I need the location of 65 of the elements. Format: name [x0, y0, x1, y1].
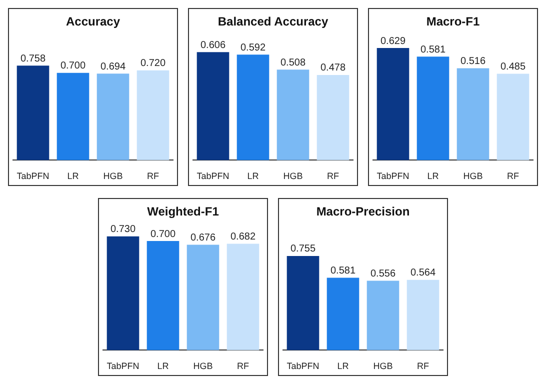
x-tick-label: RF	[507, 171, 520, 182]
data-label: 0.478	[320, 62, 346, 74]
bar	[136, 70, 170, 160]
x-tick-label: HGB	[373, 361, 393, 372]
x-tick-label: RF	[327, 171, 340, 182]
data-label: 0.564	[410, 268, 436, 279]
bar	[366, 280, 400, 350]
bar	[326, 278, 360, 350]
chart-title: Macro-Precision	[316, 204, 410, 219]
bar	[316, 74, 350, 160]
x-tick-label: LR	[427, 171, 440, 182]
x-tick-label: HGB	[193, 361, 213, 372]
chart-title: Macro-F1	[426, 14, 480, 29]
data-label: 0.556	[370, 268, 396, 280]
data-label: 0.682	[230, 232, 256, 243]
data-label: 0.730	[110, 224, 136, 236]
x-tick-label: RF	[417, 361, 430, 372]
x-tick-label: LR	[67, 171, 80, 182]
bar	[186, 244, 220, 350]
bar	[456, 68, 490, 160]
bar	[376, 48, 410, 160]
bar	[236, 54, 270, 160]
data-label: 0.508	[280, 57, 306, 68]
chart-title: Balanced Accuracy	[218, 14, 328, 29]
x-tick-label: TabPFN	[376, 171, 410, 182]
bar	[286, 256, 320, 350]
data-label: 0.755	[290, 244, 316, 255]
data-label: 0.516	[460, 56, 486, 67]
data-label: 0.676	[190, 232, 216, 244]
x-tick-label: TabPFN	[286, 361, 320, 372]
data-label: 0.581	[420, 44, 446, 56]
bar	[16, 66, 50, 160]
x-tick-label: TabPFN	[196, 171, 230, 182]
data-label: 0.485	[500, 61, 526, 72]
bar	[416, 56, 450, 160]
data-label: 0.606	[200, 40, 226, 51]
x-tick-label: HGB	[463, 171, 483, 182]
bar	[276, 70, 310, 160]
bar	[106, 236, 140, 350]
x-tick-label: HGB	[283, 171, 303, 182]
data-label: 0.758	[20, 53, 46, 64]
bar	[406, 280, 440, 350]
x-tick-label: LR	[337, 361, 350, 372]
data-label: 0.581	[330, 265, 356, 276]
x-tick-label: HGB	[103, 171, 123, 182]
data-label: 0.700	[150, 228, 176, 240]
bar	[226, 244, 260, 350]
data-label: 0.629	[380, 36, 406, 47]
bar	[96, 74, 130, 160]
data-label: 0.694	[100, 61, 126, 72]
chart-title: Weighted-F1	[147, 204, 220, 219]
x-tick-label: RF	[237, 361, 250, 372]
data-label: 0.592	[240, 42, 266, 54]
chart-title: Accuracy	[66, 14, 120, 29]
bar	[196, 52, 230, 160]
bar	[496, 74, 530, 160]
x-tick-label: TabPFN	[16, 171, 50, 182]
x-tick-label: LR	[157, 361, 170, 372]
x-tick-label: RF	[147, 171, 160, 182]
x-tick-label: TabPFN	[106, 361, 140, 372]
bar	[56, 72, 90, 160]
data-label: 0.720	[140, 58, 166, 70]
x-tick-label: LR	[247, 171, 260, 182]
data-label: 0.700	[60, 60, 86, 72]
bar	[146, 241, 180, 350]
